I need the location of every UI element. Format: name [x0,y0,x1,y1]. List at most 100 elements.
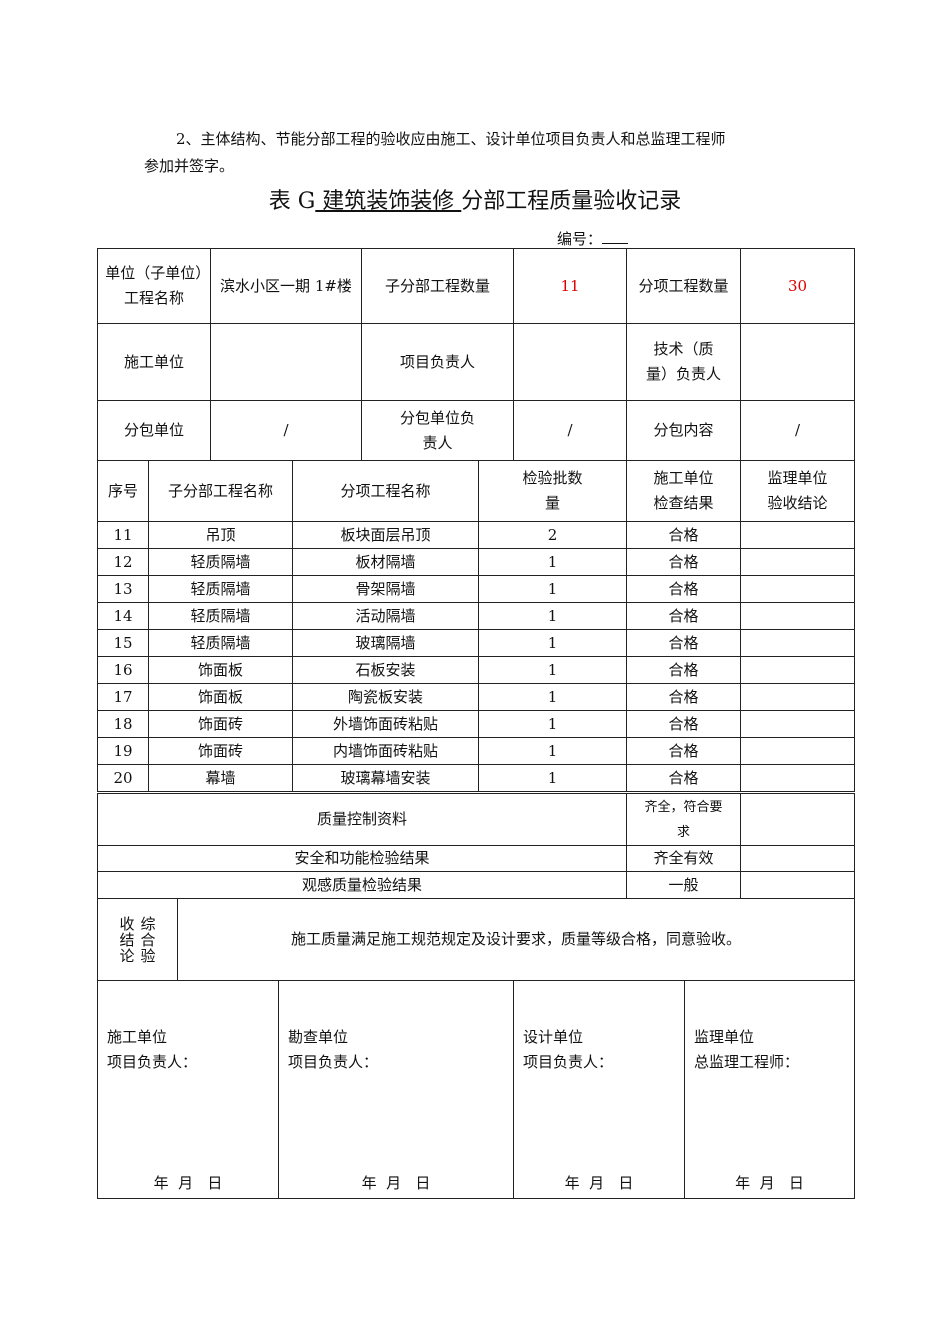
sub-pm-label: 分包单位负责人 [361,400,514,461]
row-contractor-result[interactable]: 合格 [626,629,741,657]
pm-label: 项目负责人 [361,323,514,401]
row-index: 12 [97,548,149,576]
sub-pm-value[interactable]: / [513,400,627,461]
tech-value[interactable] [740,323,855,401]
quality-control-result[interactable]: 齐全，符合要求 [626,793,742,846]
row-subdivision: 饰面砖 [148,737,293,765]
row-batch-count: 1 [478,602,627,630]
table-row: 16 饰面板 石板安装 1 合格 [97,656,855,684]
row-subdivision: 幕墙 [148,764,293,792]
sub-content-value[interactable]: / [740,400,855,461]
row-batch-count: 1 [478,629,627,657]
signature-table: 施工单位 项目负责人：年 月 日勘查单位 项目负责人：年 月 日设计单位 项目负责人：… [97,980,855,1199]
row-supervisor-conclusion[interactable] [740,521,855,549]
signature-unit: 设计单位 [523,1028,584,1046]
table-row: 18 饰面砖 外墙饰面砖粘贴 1 合格 [97,710,855,738]
row-supervisor-conclusion[interactable] [740,656,855,684]
row-item: 陶瓷板安装 [292,683,479,711]
row-subdivision: 饰面板 [148,656,293,684]
signature-cell[interactable]: 勘查单位 项目负责人： 年 月 日 [278,980,514,1199]
row-supervisor-conclusion[interactable] [740,629,855,657]
safety-function-result[interactable]: 齐全有效 [626,845,742,872]
signature-cell[interactable]: 施工单位 项目负责人： 年 月 日 [97,980,279,1199]
pm-value[interactable] [513,323,627,401]
table-row: 17 饰面板 陶瓷板安装 1 合格 [97,683,855,711]
title-prefix: 表 G [268,189,316,214]
row-contractor-result[interactable]: 合格 [626,683,741,711]
row-contractor-result[interactable]: 合格 [626,548,741,576]
sub-content-label: 分包内容 [626,400,741,461]
conclusion-text[interactable]: 施工质量满足施工规范规定及设计要求，质量等级合格，同意验收。 [176,898,856,981]
row-contractor-result[interactable]: 合格 [626,656,741,684]
header-supervisor-conclusion: 监理单位验收结论 [740,460,855,522]
row-batch-count: 2 [478,521,627,549]
title-suffix: 分部工程质量验收记录 [461,189,682,214]
quality-control-label: 质量控制资料 [96,793,628,846]
row-batch-count: 1 [478,737,627,765]
row-batch-count: 1 [478,656,627,684]
row-supervisor-conclusion[interactable] [740,602,855,630]
quality-control-conclusion[interactable] [740,793,856,846]
row-item: 活动隔墙 [292,602,479,630]
row-batch-count: 1 [478,575,627,603]
header-batch-count: 检验批数量 [478,460,627,522]
info-table: 单位（子单位）工程名称 滨水小区一期 1#楼 子分部工程数量 11 分项工程数量… [97,248,855,461]
signature-date: 年 月 日 [564,1174,634,1192]
row-subdivision: 轻质隔墙 [148,575,293,603]
row-contractor-result[interactable]: 合格 [626,602,741,630]
row-item: 板材隔墙 [292,548,479,576]
row-supervisor-conclusion[interactable] [740,575,855,603]
item-count-label: 分项工程数量 [626,248,741,324]
header-subdivision: 子分部工程名称 [148,460,293,522]
row-contractor-result[interactable]: 合格 [626,764,741,792]
safety-function-conclusion[interactable] [740,845,856,872]
record-number: 编号： [557,228,629,249]
row-index: 11 [97,521,149,549]
row-contractor-result[interactable]: 合格 [626,710,741,738]
row-contractor-result[interactable]: 合格 [626,521,741,549]
row-index: 17 [97,683,149,711]
row-supervisor-conclusion[interactable] [740,683,855,711]
table-row: 11 吊顶 板块面层吊顶 2 合格 [97,521,855,549]
row-index: 15 [97,629,149,657]
row-contractor-result[interactable]: 合格 [626,575,741,603]
row-batch-count: 1 [478,764,627,792]
contractor-value[interactable] [210,323,362,401]
row-subdivision: 轻质隔墙 [148,629,293,657]
row-subdivision: 轻质隔墙 [148,548,293,576]
row-contractor-result[interactable]: 合格 [626,737,741,765]
row-supervisor-conclusion[interactable] [740,764,855,792]
row-supervisor-conclusion[interactable] [740,737,855,765]
unit-name-value[interactable]: 滨水小区一期 1#楼 [210,248,362,324]
record-number-blank[interactable] [602,229,629,244]
conclusion-label: 收结论综合验 [97,898,178,981]
sub-count-label: 子分部工程数量 [361,248,514,324]
row-index: 16 [97,656,149,684]
sub-count-value[interactable]: 11 [513,248,627,324]
note-line-2: 参加并签字。 [144,157,235,175]
signature-date: 年 月 日 [361,1174,431,1192]
appearance-conclusion[interactable] [740,871,856,899]
item-count-value[interactable]: 30 [740,248,855,324]
row-supervisor-conclusion[interactable] [740,710,855,738]
row-item: 内墙饰面砖粘贴 [292,737,479,765]
signature-unit: 勘查单位 [288,1028,349,1046]
table-row: 12 轻质隔墙 板材隔墙 1 合格 [97,548,855,576]
record-number-label: 编号： [557,230,603,248]
header-index: 序号 [97,460,149,522]
subcontractor-value[interactable]: / [210,400,362,461]
row-index: 13 [97,575,149,603]
row-item: 玻璃隔墙 [292,629,479,657]
signature-unit: 施工单位 [107,1028,168,1046]
appearance-result[interactable]: 一般 [626,871,742,899]
tech-label: 技术（质量）负责人 [626,323,741,401]
signature-cell[interactable]: 监理单位 总监理工程师： 年 月 日 [684,980,855,1199]
note-line-1: 2、主体结构、节能分部工程的验收应由施工、设计单位项目负责人和总监理工程师 [176,130,726,148]
row-supervisor-conclusion[interactable] [740,548,855,576]
signature-cell[interactable]: 设计单位 项目负责人： 年 月 日 [513,980,685,1199]
contractor-label: 施工单位 [97,323,211,401]
row-item: 骨架隔墙 [292,575,479,603]
row-subdivision: 吊顶 [148,521,293,549]
summary-table: 质量控制资料 齐全，符合要求 安全和功能检验结果 齐全有效 观感质量检验结果 一… [96,793,856,981]
